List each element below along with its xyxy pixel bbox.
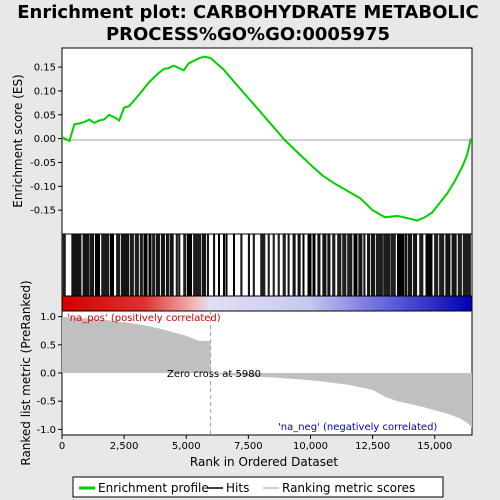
es-y-axis-label: Enrichment score (ES) — [11, 74, 25, 207]
x-tick-label: 5,000 — [172, 441, 201, 452]
es-y-ticks: 0.15 0.10 0.05 0.00 -0.05 -0.10 -0.15 — [30, 63, 62, 217]
es-y-tick-label: -0.05 — [30, 158, 56, 169]
zero-cross-label: Zero cross at 5980 — [167, 369, 261, 380]
legend-enrichment-label: Enrichment profile — [98, 481, 209, 495]
es-y-tick-label: -0.10 — [30, 182, 56, 193]
es-y-tick-label: 0.10 — [34, 86, 56, 97]
enrichment-panel — [61, 47, 473, 235]
metric-y-tick-label: 0.5 — [40, 340, 56, 351]
metric-y-tick-label: -0.5 — [36, 397, 56, 408]
neg-correlated-label: 'na_neg' (negatively correlated) — [278, 422, 437, 433]
metric-y-tick-label: 0.0 — [40, 369, 56, 380]
chart-title-line1: Enrichment plot: CARBOHYDRATE METABOLIC — [17, 2, 479, 23]
es-y-tick-label: 0.00 — [34, 134, 56, 145]
metric-y-tick-label: 1.0 — [40, 312, 56, 323]
x-tick-label: 12,500 — [355, 441, 390, 452]
es-y-tick-label: 0.05 — [34, 110, 56, 121]
x-tick-label: 10,000 — [293, 441, 328, 452]
x-tick-label: 7,500 — [234, 441, 263, 452]
ranking-metric-area — [62, 316, 472, 428]
x-tick-label: 2,500 — [110, 441, 139, 452]
es-y-tick-label: -0.15 — [30, 206, 56, 217]
metric-y-tick-label: -1.0 — [36, 425, 56, 436]
enrichment-profile-line — [61, 55, 472, 222]
metric-y-ticks: 1.0 0.5 0.0 -0.5 -1.0 — [36, 312, 62, 436]
rank-color-bar — [61, 295, 473, 312]
chart-title-line2: PROCESS%GO%GO:0005975 — [106, 24, 390, 45]
x-axis-label: Rank in Ordered Dataset — [190, 455, 338, 469]
es-y-tick-label: 0.15 — [34, 63, 56, 74]
metric-y-axis-label: Ranked list metric (PreRanked) — [19, 280, 33, 465]
x-tick-label: 0 — [59, 441, 65, 452]
x-ticks: 0 2,500 5,000 7,500 10,000 12,500 15,000 — [59, 435, 452, 452]
legend-metric-label: Ranking metric scores — [282, 481, 415, 495]
hit-marks — [62, 234, 471, 296]
pos-correlated-label: 'na_pos' (positively correlated) — [67, 313, 221, 324]
legend-box — [72, 476, 444, 498]
x-tick-label: 15,000 — [417, 441, 452, 452]
legend-hits-label: Hits — [226, 481, 249, 495]
